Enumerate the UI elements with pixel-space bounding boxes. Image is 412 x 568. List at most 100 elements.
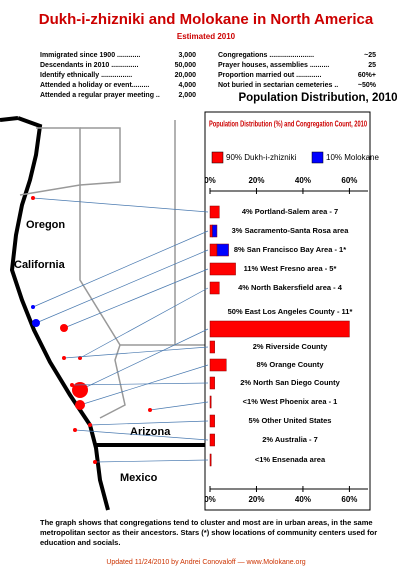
legend-swatch	[311, 151, 324, 164]
bar	[209, 281, 220, 295]
category-label: 50% East Los Angeles County - 11*	[228, 307, 353, 316]
leader-line	[149, 401, 209, 411]
category-label: 2% North San Diego County	[240, 378, 340, 387]
location-dot	[60, 324, 68, 332]
stat-value: 60%+	[358, 72, 376, 79]
leader-line	[71, 382, 209, 386]
title: Dukh-i-zhizniki and Molokane in North Am…	[39, 11, 374, 28]
x-tick-label: 20%	[248, 176, 264, 185]
stat-value: 25	[368, 62, 376, 69]
x-tick-label: 0%	[204, 176, 216, 185]
subtitle: Estimated 2010	[177, 32, 236, 41]
bar	[209, 433, 215, 447]
location-dot	[31, 196, 35, 200]
section-heading: Population Distribution, 2010	[238, 92, 397, 104]
stat-value: 50,000	[175, 62, 197, 69]
leader-line	[79, 364, 209, 406]
leader-line	[74, 429, 209, 441]
legend-swatch	[211, 151, 224, 164]
leader-line	[89, 420, 209, 426]
category-label: <1% West Phoenix area - 1	[243, 397, 338, 406]
x-tick-label: 0%	[204, 495, 216, 504]
category-label: 4% North Bakersfield area - 4	[238, 283, 343, 292]
bar	[209, 205, 220, 219]
bar	[209, 243, 218, 257]
bar	[209, 340, 215, 354]
stat-value: ~50%	[358, 82, 377, 89]
bar	[209, 358, 227, 372]
stat-label: Descendants in 2010 ..............	[40, 62, 138, 69]
footnote-box: The graph shows that congregations tend …	[40, 518, 378, 547]
border	[0, 116, 19, 122]
state-line	[19, 127, 81, 196]
stat-label: Identify ethnically ................	[40, 72, 132, 79]
leader-line	[35, 249, 209, 324]
map-label: California	[14, 259, 66, 271]
category-label: 5% Other United States	[249, 416, 332, 425]
stat-label: Immigrated since 1900 ............	[40, 52, 140, 59]
category-label: 3% Sacramento-Santa Rosa area	[232, 226, 350, 235]
chart-title: Population Distribution (%) and Congrega…	[209, 118, 367, 128]
x-tick-label: 60%	[341, 495, 357, 504]
credit: Updated 11/24/2010 by Andrei Conovaloff …	[106, 559, 305, 566]
map-label: Arizona	[130, 426, 171, 438]
location-dot	[88, 423, 92, 427]
location-dot	[148, 408, 152, 412]
leader-line	[63, 346, 209, 359]
category-label: 4% Portland-Salem area - 7	[242, 207, 338, 216]
category-label: 2% Riverside County	[253, 342, 328, 351]
map	[0, 116, 205, 511]
leader-line	[79, 328, 209, 391]
location-dot	[73, 428, 77, 432]
state-line	[79, 185, 126, 419]
leader-line	[63, 268, 209, 329]
location-dot	[72, 382, 88, 398]
category-label: <1% Ensenada area	[255, 455, 326, 464]
bar	[209, 376, 215, 390]
category-label: 8% San Francisco Bay Area - 1*	[234, 245, 346, 254]
coastline	[9, 116, 110, 511]
bar	[209, 453, 212, 467]
stat-label: Proportion married out .............	[218, 72, 322, 79]
bar	[209, 262, 236, 276]
stat-value: 20,000	[175, 72, 197, 79]
category-label: 11% West Fresno area - 5*	[244, 264, 337, 273]
bar	[209, 224, 213, 238]
stat-label: Attended a regular prayer meeting ..	[40, 92, 160, 99]
map-label: Oregon	[26, 219, 65, 231]
stat-value: 3,000	[178, 52, 196, 59]
stat-value: 2,000	[178, 92, 196, 99]
location-dot	[93, 460, 97, 464]
legend-label: 90% Dukh-i-zhizniki	[226, 153, 296, 162]
category-label: 8% Orange County	[256, 360, 324, 369]
state-line	[79, 127, 121, 186]
location-dot	[62, 356, 66, 360]
legend-label: 10% Molokane	[326, 153, 379, 162]
stat-label: Prayer houses, assemblies ..........	[218, 62, 329, 69]
leader-line	[79, 287, 209, 359]
location-dot	[75, 400, 85, 410]
chart-frame	[204, 111, 371, 511]
bar	[212, 224, 218, 238]
stat-value: ~25	[364, 52, 376, 59]
stat-label: Attended a holiday or event.........	[40, 82, 149, 89]
bar	[216, 243, 229, 257]
location-dot	[32, 319, 40, 327]
x-tick-label: 40%	[295, 176, 311, 185]
x-tick-label: 40%	[295, 495, 311, 504]
leader-line	[32, 230, 209, 308]
leader-line	[32, 197, 209, 213]
map-label: Mexico	[120, 472, 158, 484]
location-dot	[70, 383, 74, 387]
stat-value: 4,000	[178, 82, 196, 89]
x-tick-label: 20%	[248, 495, 264, 504]
footnote: The graph shows that congregations tend …	[40, 518, 378, 547]
leader-line	[94, 459, 209, 463]
bar	[209, 414, 215, 428]
stat-label: Congregations .......................	[218, 52, 314, 59]
bar	[209, 320, 350, 338]
category-label: 2% Australia - 7	[262, 435, 318, 444]
location-dot	[31, 305, 35, 309]
